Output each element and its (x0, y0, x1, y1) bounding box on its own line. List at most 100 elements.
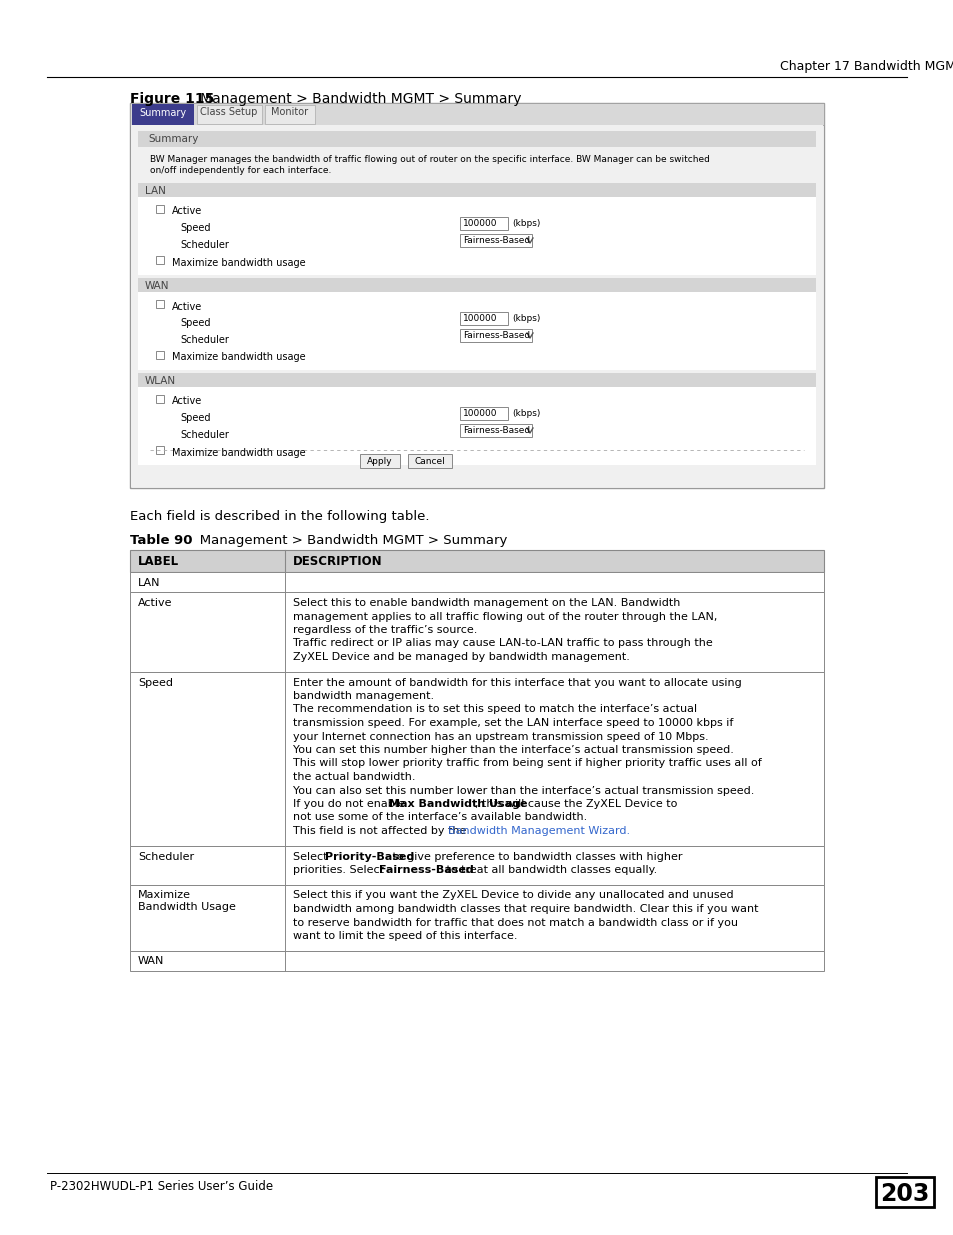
Text: Chapter 17 Bandwidth MGMT: Chapter 17 Bandwidth MGMT (780, 61, 953, 73)
Bar (196, 105, 262, 124)
Bar (265, 105, 314, 124)
Text: the actual bandwidth.: the actual bandwidth. (293, 772, 416, 782)
Text: BW Manager manages the bandwidth of traffic flowing out of router on the specifi: BW Manager manages the bandwidth of traf… (150, 156, 709, 164)
Text: bandwidth management.: bandwidth management. (293, 692, 434, 701)
Bar (459, 329, 532, 342)
Text: Speed: Speed (180, 412, 211, 424)
Text: Scheduler: Scheduler (180, 430, 229, 440)
Text: Speed: Speed (180, 224, 211, 233)
Text: transmission speed. For example, set the LAN interface speed to 10000 kbps if: transmission speed. For example, set the… (293, 718, 733, 727)
Text: LABEL: LABEL (138, 555, 179, 568)
Text: Active: Active (138, 598, 172, 608)
Text: LAN: LAN (138, 578, 160, 588)
Text: 100000: 100000 (462, 409, 497, 417)
Text: This will stop lower priority traffic from being sent if higher priority traffic: This will stop lower priority traffic fr… (293, 758, 760, 768)
Bar (875, 1177, 933, 1207)
Text: LAN: LAN (145, 186, 166, 196)
Bar (459, 312, 507, 325)
Text: 203: 203 (880, 1182, 929, 1207)
Bar (156, 446, 164, 454)
Text: Management > Bandwidth MGMT > Summary: Management > Bandwidth MGMT > Summary (187, 91, 521, 106)
Text: Select this if you want the ZyXEL Device to divide any unallocated and unused: Select this if you want the ZyXEL Device… (293, 890, 733, 900)
Bar (408, 454, 452, 468)
Bar (156, 300, 164, 308)
Text: 100000: 100000 (462, 219, 497, 228)
Text: bandwidth among bandwidth classes that require bandwidth. Clear this if you want: bandwidth among bandwidth classes that r… (293, 904, 758, 914)
Text: Apply: Apply (367, 457, 393, 466)
Bar (359, 454, 399, 468)
Text: Speed: Speed (180, 317, 211, 329)
Text: Maximize
Bandwidth Usage: Maximize Bandwidth Usage (138, 890, 235, 913)
Bar (459, 233, 532, 247)
Bar (156, 351, 164, 359)
Bar (130, 572, 823, 592)
Text: P-2302HWUDL-P1 Series User’s Guide: P-2302HWUDL-P1 Series User’s Guide (50, 1179, 273, 1193)
Text: priorities. Select: priorities. Select (293, 864, 387, 876)
Text: Table 90: Table 90 (130, 534, 193, 547)
Text: Fairness-Based: Fairness-Based (379, 864, 474, 876)
Bar (156, 256, 164, 264)
Text: your Internet connection has an upstream transmission speed of 10 Mbps.: your Internet connection has an upstream… (293, 731, 708, 741)
Text: Cancel: Cancel (415, 457, 445, 466)
Text: 100000: 100000 (462, 314, 497, 324)
Text: WAN: WAN (138, 956, 164, 967)
Bar (132, 104, 193, 125)
Bar (130, 951, 823, 971)
Text: Maximize bandwidth usage: Maximize bandwidth usage (172, 352, 305, 363)
Bar (156, 395, 164, 403)
Text: (kbps): (kbps) (512, 219, 539, 228)
Text: Enter the amount of bandwidth for this interface that you want to allocate using: Enter the amount of bandwidth for this i… (293, 678, 741, 688)
Text: to reserve bandwidth for traffic that does not match a bandwidth class or if you: to reserve bandwidth for traffic that do… (293, 918, 738, 927)
Text: Monitor: Monitor (272, 107, 308, 117)
Text: Maximize bandwidth usage: Maximize bandwidth usage (172, 258, 305, 268)
Text: Class Setup: Class Setup (200, 107, 257, 117)
Text: Active: Active (172, 206, 202, 216)
Text: WAN: WAN (145, 282, 170, 291)
Text: Traffic redirect or IP alias may cause LAN-to-LAN traffic to pass through the: Traffic redirect or IP alias may cause L… (293, 638, 712, 648)
Bar (131, 125, 822, 487)
Bar (138, 183, 815, 198)
Text: Active: Active (172, 396, 202, 406)
Bar (459, 217, 507, 230)
Text: WLAN: WLAN (145, 375, 176, 387)
Text: Management > Bandwidth MGMT > Summary: Management > Bandwidth MGMT > Summary (187, 534, 507, 547)
Text: Summary: Summary (148, 135, 198, 144)
Text: Select this to enable bandwidth management on the LAN. Bandwidth: Select this to enable bandwidth manageme… (293, 598, 679, 608)
Bar (130, 846, 823, 884)
Text: DESCRIPTION: DESCRIPTION (293, 555, 382, 568)
Text: Each field is described in the following table.: Each field is described in the following… (130, 510, 429, 522)
Text: Scheduler: Scheduler (180, 335, 229, 345)
Text: Fairness-Based: Fairness-Based (462, 331, 530, 340)
Text: Scheduler: Scheduler (138, 851, 193, 862)
Text: to give preference to bandwidth classes with higher: to give preference to bandwidth classes … (388, 851, 681, 862)
Text: You can set this number higher than the interface’s actual transmission speed.: You can set this number higher than the … (293, 745, 733, 755)
Text: management applies to all traffic flowing out of the router through the LAN,: management applies to all traffic flowin… (293, 611, 717, 621)
Bar (130, 592, 823, 672)
Text: Bandwidth Management Wizard.: Bandwidth Management Wizard. (447, 826, 629, 836)
Text: on/off independently for each interface.: on/off independently for each interface. (150, 165, 331, 175)
Text: Max Bandwidth Usage: Max Bandwidth Usage (388, 799, 526, 809)
Text: Active: Active (172, 301, 202, 311)
Text: ZyXEL Device and be managed by bandwidth management.: ZyXEL Device and be managed by bandwidth… (293, 652, 629, 662)
Bar (138, 387, 815, 466)
Bar (130, 884, 823, 951)
Text: Select: Select (293, 851, 331, 862)
Text: , this will cause the ZyXEL Device to: , this will cause the ZyXEL Device to (475, 799, 677, 809)
Bar (138, 278, 815, 291)
Bar (459, 424, 532, 437)
Text: Maximize bandwidth usage: Maximize bandwidth usage (172, 447, 305, 457)
Bar (138, 373, 815, 387)
Text: (kbps): (kbps) (512, 409, 539, 417)
Bar (138, 198, 815, 275)
Text: The recommendation is to set this speed to match the interface’s actual: The recommendation is to set this speed … (293, 704, 697, 715)
Text: This field is not affected by the: This field is not affected by the (293, 826, 470, 836)
Bar (138, 131, 815, 147)
Text: want to limit the speed of this interface.: want to limit the speed of this interfac… (293, 931, 517, 941)
Text: Scheduler: Scheduler (180, 240, 229, 249)
Text: to treat all bandwidth classes equally.: to treat all bandwidth classes equally. (443, 864, 657, 876)
Text: not use some of the interface’s available bandwidth.: not use some of the interface’s availabl… (293, 813, 587, 823)
Text: (kbps): (kbps) (512, 314, 539, 324)
Text: Figure 115: Figure 115 (130, 91, 214, 106)
Bar (130, 550, 823, 572)
Text: Summary: Summary (139, 107, 187, 119)
